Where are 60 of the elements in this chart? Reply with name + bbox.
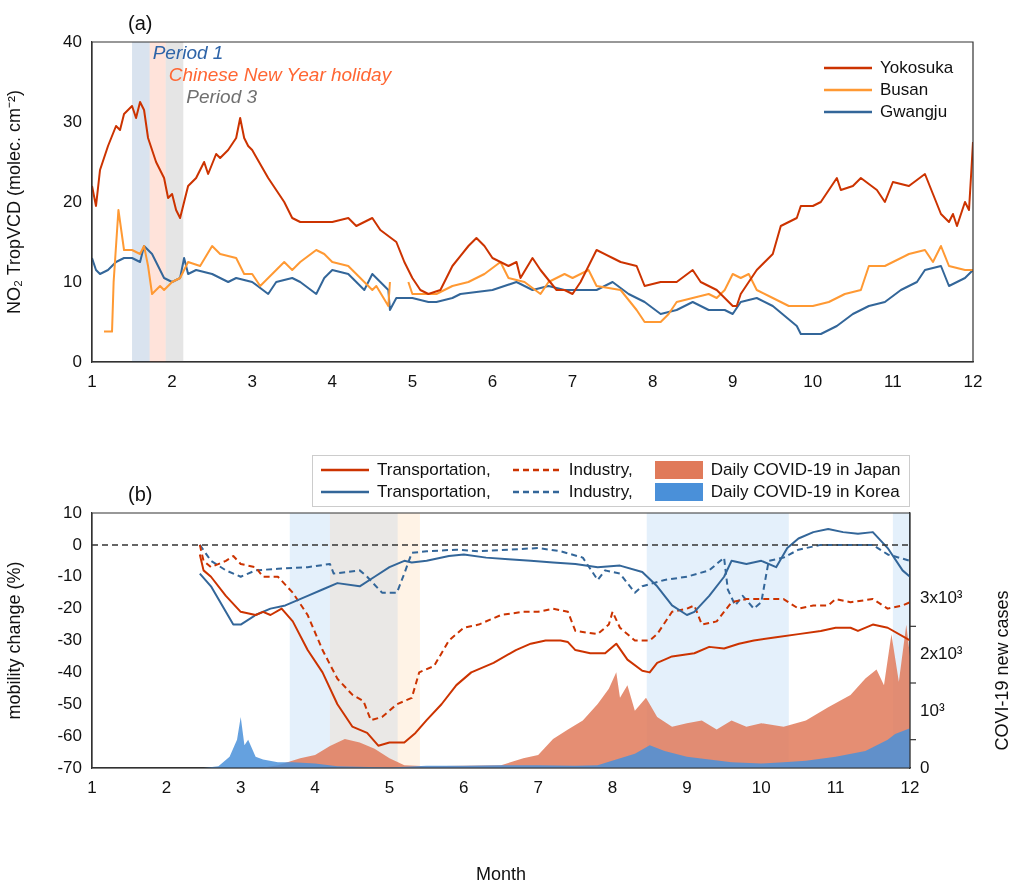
x-tick-label: 1 (87, 777, 97, 797)
x-tick-label: 4 (327, 371, 338, 391)
x-tick-label: 8 (647, 371, 658, 391)
legend-label: Yokosuka (880, 58, 954, 78)
y-tick-label: 20 (63, 191, 82, 211)
y-tick-label: 10 (63, 502, 82, 522)
y-tick-label: -50 (57, 693, 82, 713)
band-label: Period 1 (152, 42, 224, 64)
y2-tick-label: 10³ (920, 701, 945, 721)
y2-tick-label: 2x10³ (920, 644, 963, 664)
x-tick-label: 2 (167, 371, 177, 391)
legend-label: Gwangju (880, 102, 948, 122)
y-tick-label: -30 (57, 630, 82, 650)
legend-label: Busan (880, 80, 929, 100)
y-axis-title: NO₂ TropVCD (molec. cm⁻²) (3, 89, 24, 315)
x-tick-label: 7 (567, 371, 578, 391)
x-tick-label: 9 (727, 371, 738, 391)
y-tick-label: 0 (72, 351, 82, 371)
y-axis-title: mobility change (%) (3, 561, 24, 720)
chart-title: (a) (128, 11, 153, 34)
x-tick-label: 3 (247, 371, 257, 391)
x-tick-label: 5 (384, 777, 395, 797)
legend-label: Industry, (568, 482, 633, 502)
x-tick-label: 12 (963, 371, 983, 391)
band-label: Chinese New Year holiday (168, 64, 393, 86)
legend-label: Industry, (568, 460, 633, 480)
legend-label: Transportation, (377, 460, 491, 480)
x-tick-label: 11 (884, 371, 902, 391)
x-tick-label: 5 (407, 371, 418, 391)
x-tick-label: 10 (751, 777, 771, 797)
x-tick-label: 3 (235, 777, 246, 797)
y-tick-label: 40 (63, 31, 82, 51)
x-tick-label: 6 (459, 777, 469, 797)
legend-label: Transportation, (377, 482, 491, 502)
chart-title: (b) (128, 482, 153, 505)
y2-axis-title: COVI-19 new cases (991, 590, 1012, 751)
x-tick-label: 8 (607, 777, 618, 797)
y-tick-label: 0 (72, 534, 82, 554)
x-tick-label: 1 (87, 371, 97, 391)
legend-label: Daily COVID-19 in Japan (710, 460, 901, 480)
x-tick-label: 11 (826, 777, 845, 797)
y-tick-label: -70 (57, 757, 82, 777)
x-tick-label: 4 (310, 777, 320, 797)
x-tick-label: 9 (682, 777, 692, 797)
y-tick-label: -60 (57, 725, 82, 745)
x-tick-label: 6 (487, 371, 498, 391)
y-tick-label: 30 (63, 111, 82, 131)
y2-tick-label: 0 (920, 757, 930, 777)
x-tick-label: 12 (900, 777, 920, 797)
band-label: Period 3 (186, 86, 258, 108)
x-tick-label: 7 (533, 777, 543, 797)
legend-label: Daily COVID-19 in Korea (710, 482, 900, 502)
x-axis-title: Month (475, 864, 527, 885)
x-tick-label: 10 (803, 371, 823, 391)
y-tick-label: -20 (57, 598, 82, 618)
y-tick-label: -10 (57, 566, 82, 586)
y-tick-label: 10 (63, 271, 82, 291)
y-tick-label: -40 (57, 662, 82, 682)
x-tick-label: 2 (161, 777, 172, 797)
y2-tick-label: 3x10³ (920, 587, 963, 607)
